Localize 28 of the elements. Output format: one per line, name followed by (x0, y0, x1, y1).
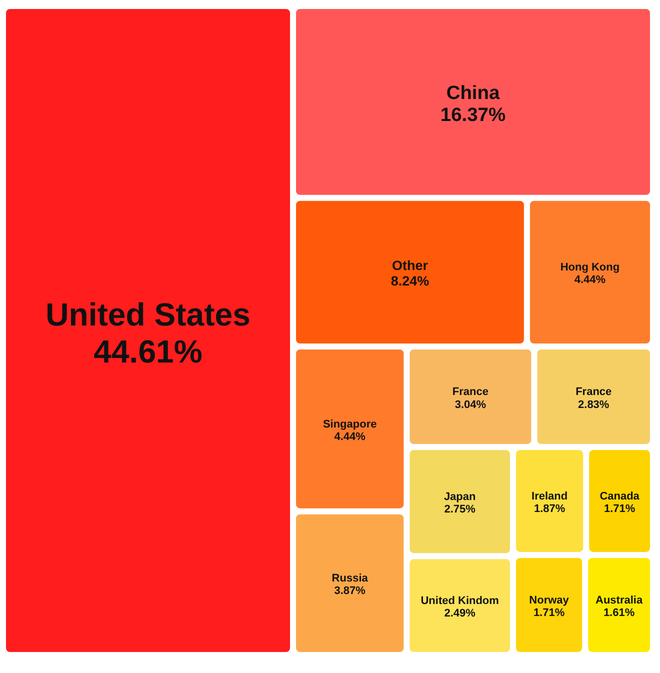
category-label: Norway (529, 594, 570, 606)
category-label: Singapore (322, 418, 377, 430)
category-label: Canada (600, 490, 640, 502)
category-label: Hong Kong (560, 262, 620, 274)
category-label: France (452, 386, 488, 398)
data-label: 1.71% (533, 606, 565, 619)
category-label: United States (46, 296, 250, 333)
data-label: 1.61% (603, 606, 635, 619)
data-label: 1.87% (534, 502, 566, 515)
data-label: 8.24% (390, 274, 430, 289)
category-label: United Kindom (420, 594, 500, 607)
data-label: 3.04% (454, 398, 486, 411)
data-label: 3.87% (334, 585, 366, 598)
data-label: 1.71% (604, 502, 636, 515)
category-label: Japan (444, 490, 476, 503)
data-label: 2.83% (578, 398, 610, 411)
data-label: 2.75% (444, 504, 476, 516)
data-label: 4.44% (574, 274, 606, 286)
category-label: China (446, 83, 500, 104)
category-label: Australia (596, 594, 644, 606)
category-label: France (576, 386, 612, 398)
data-label: 16.37% (440, 105, 506, 126)
data-label: 44.61% (94, 334, 202, 370)
data-label: 2.49% (444, 608, 476, 620)
category-label: Other (392, 258, 429, 274)
category-label: Ireland (532, 490, 568, 502)
category-label: Russia (332, 572, 369, 585)
data-label: 4.44% (334, 430, 366, 443)
